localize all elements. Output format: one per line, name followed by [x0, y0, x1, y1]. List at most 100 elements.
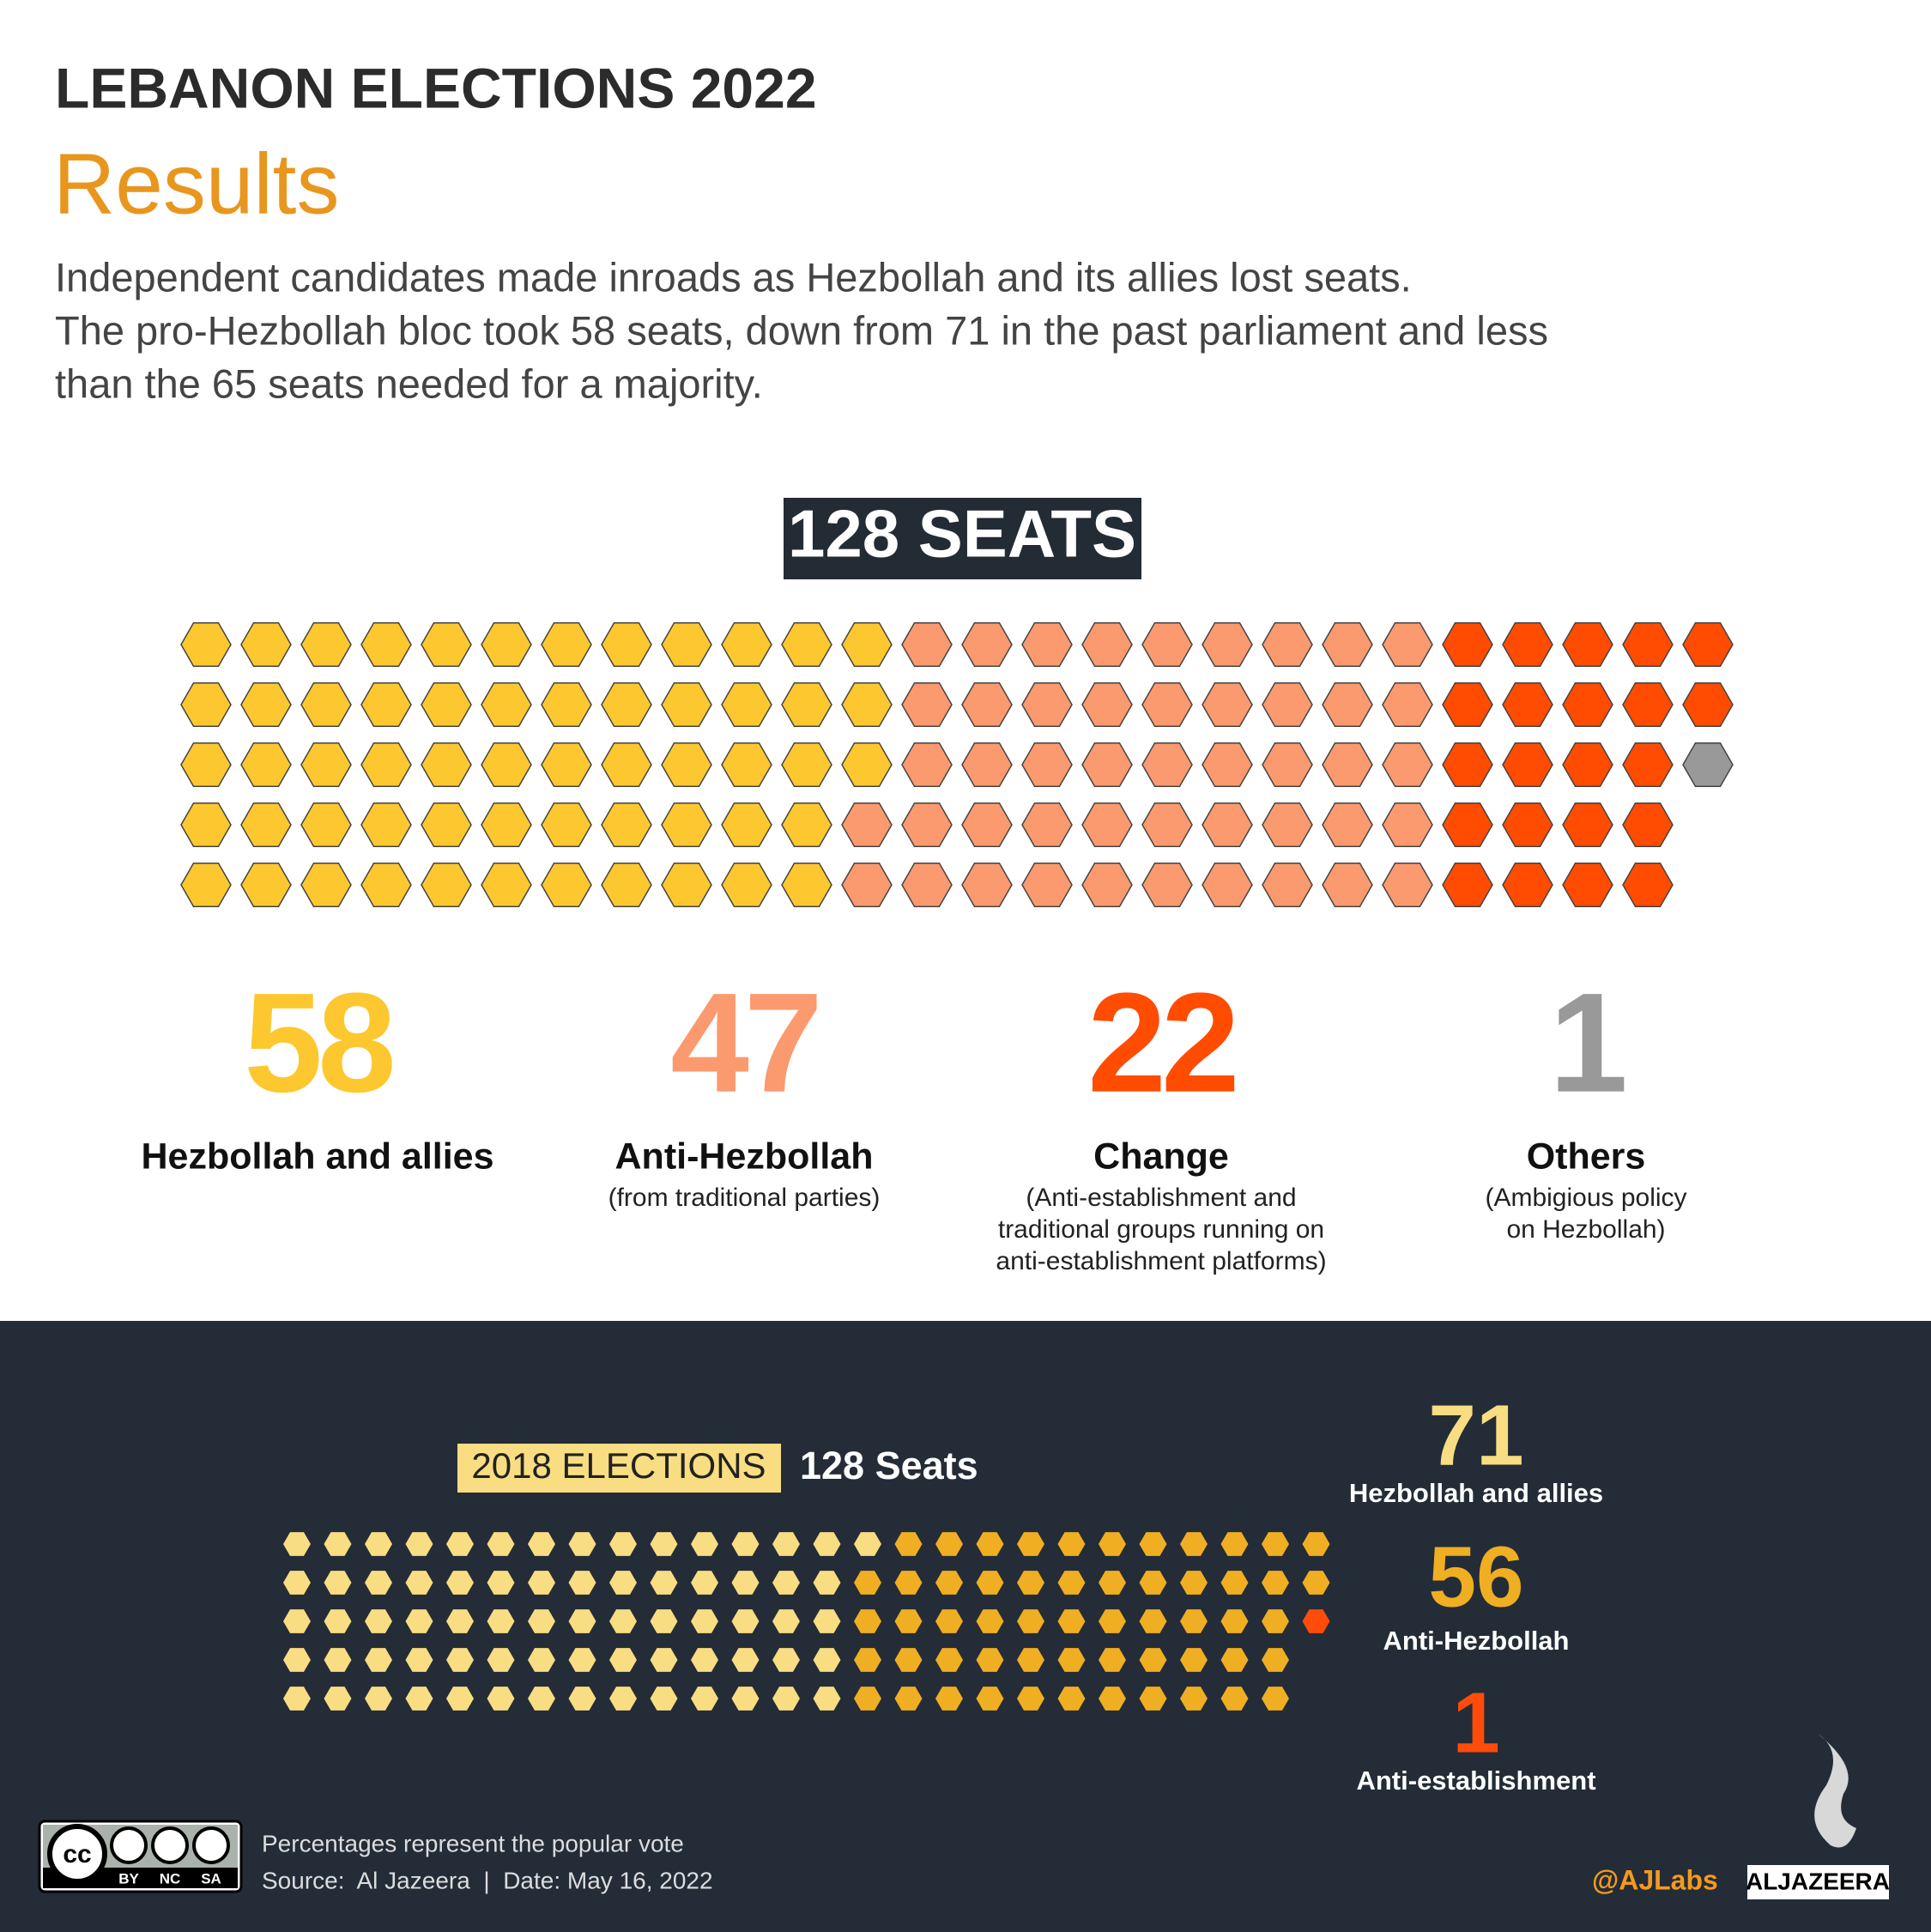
seat-hexagon — [691, 1609, 718, 1633]
brand-emblem — [1814, 1734, 1856, 1848]
footer-note: Percentages represent the popular vote — [262, 1830, 684, 1856]
seat-hexagon — [841, 682, 893, 727]
seat-hexagon — [405, 1532, 433, 1556]
category-label: Others — [1527, 1136, 1646, 1177]
seat-hexagon — [601, 742, 652, 787]
seat-hexagon — [528, 1648, 555, 1672]
seat-hexagon — [772, 1648, 800, 1672]
seat-hexagon — [1682, 622, 1734, 667]
seat-hexagon — [661, 622, 712, 667]
seat-hexagon — [365, 1648, 392, 1672]
seat-hexagon — [935, 1609, 963, 1633]
title: LEBANON ELECTIONS 2022 — [55, 56, 817, 119]
category-label: Hezbollah and allies — [1349, 1478, 1603, 1508]
seat-hexagon — [1021, 682, 1073, 727]
seat-hexagon — [601, 622, 652, 667]
description-line: Independent candidates made inroads as H… — [55, 254, 1412, 300]
seat-hexagon — [180, 742, 232, 787]
seat-hexagon — [300, 802, 352, 847]
category-label: Change — [1093, 1136, 1229, 1177]
seat-hexagon — [1382, 802, 1433, 847]
brand-box — [1747, 1865, 1889, 1899]
seat-hexagon — [894, 1532, 923, 1556]
seat-hexagon — [894, 1648, 923, 1672]
seat-hexagon — [568, 1609, 596, 1633]
seat-hexagon — [721, 802, 772, 847]
seat-hexagon — [405, 1571, 433, 1595]
seat-hexagon — [568, 1532, 596, 1556]
seat-hexagon — [961, 863, 1013, 907]
seat-hexagon — [421, 863, 472, 907]
subtitle: Results — [53, 136, 339, 232]
seat-hexagon — [324, 1532, 352, 1556]
seat-hexagon — [976, 1687, 1004, 1711]
seat-hexagon — [1017, 1532, 1044, 1556]
seat-hexagon — [1622, 622, 1674, 667]
seat-hexagon — [650, 1687, 678, 1711]
seat-hexagon — [1081, 682, 1133, 727]
seat-hexagon — [894, 1571, 923, 1595]
seat-hexagon — [1139, 1648, 1167, 1672]
seat-hexagon — [300, 622, 352, 667]
seat-hexagon — [901, 622, 953, 667]
license-term: NC — [160, 1870, 181, 1887]
seat-hexagon — [1302, 1532, 1330, 1556]
seat-hexagon — [1081, 742, 1133, 787]
seat-hexagon — [405, 1687, 433, 1711]
seat-hexagon — [976, 1571, 1004, 1595]
seat-hexagon — [1622, 682, 1674, 727]
seat-hexagon — [1220, 1687, 1249, 1711]
seat-hexagon — [1139, 1532, 1167, 1556]
category-note: (from traditional parties) — [608, 1184, 881, 1212]
footer-source: Source: Al Jazeera | Date: May 16, 2022 — [262, 1867, 713, 1893]
seat-hexagon — [324, 1648, 352, 1672]
seat-hexagon — [1262, 1687, 1289, 1711]
seat-hexagon — [360, 682, 412, 727]
seat-hexagon — [1021, 802, 1073, 847]
category-label: Anti-establishment — [1356, 1765, 1595, 1796]
seat-hexagon — [1021, 622, 1073, 667]
seat-hexagon — [854, 1687, 881, 1711]
category-note: (Anti-establishment and — [1026, 1184, 1296, 1212]
seat-hexagon — [691, 1532, 718, 1556]
seat-hexagon — [528, 1571, 555, 1595]
seat-hexagon — [1139, 1609, 1167, 1633]
seat-hexagon — [1139, 1571, 1167, 1595]
seat-hexagon — [961, 742, 1013, 787]
seat-hexagon — [1141, 622, 1193, 667]
value-label: 22 — [1087, 964, 1235, 1122]
seat-hexagon — [1382, 682, 1433, 727]
brand: ALJAZEERA — [1746, 1868, 1890, 1894]
seat-hexagon — [609, 1609, 637, 1633]
seat-hexagon — [731, 1648, 760, 1672]
license-term: BY — [118, 1870, 139, 1887]
seat-hexagon — [405, 1609, 433, 1633]
seat-hexagon — [1057, 1687, 1086, 1711]
seat-hexagon — [541, 742, 592, 787]
seat-hexagon — [1017, 1687, 1044, 1711]
seat-hexagon — [1021, 863, 1073, 907]
license-badge — [38, 1820, 243, 1893]
seat-hexagon — [1202, 802, 1253, 847]
seat-hexagon — [901, 863, 953, 907]
seat-hexagon — [568, 1571, 596, 1595]
category-note: traditional groups running on — [998, 1215, 1324, 1244]
category-note: (Ambigious policy — [1485, 1184, 1686, 1212]
seat-hexagon — [1262, 622, 1313, 667]
seat-hexagon — [976, 1532, 1004, 1556]
seat-hexagon — [360, 863, 412, 907]
seat-hexagon — [446, 1687, 474, 1711]
seat-hexagon — [1562, 863, 1613, 907]
seat-hexagon — [976, 1648, 1004, 1672]
seat-hexagon — [1057, 1532, 1086, 1556]
seat-hexagon — [1442, 682, 1493, 727]
seat-hexagon — [1442, 622, 1493, 667]
seat-hexagon — [360, 742, 412, 787]
seat-hexagon — [283, 1571, 311, 1595]
seat-hexagon — [360, 622, 412, 667]
seat-hexagon — [1502, 682, 1553, 727]
seat-hexagon — [691, 1571, 718, 1595]
seat-hexagon — [813, 1609, 841, 1633]
seat-hexagon — [1562, 742, 1613, 787]
seat-hexagon — [609, 1571, 637, 1595]
